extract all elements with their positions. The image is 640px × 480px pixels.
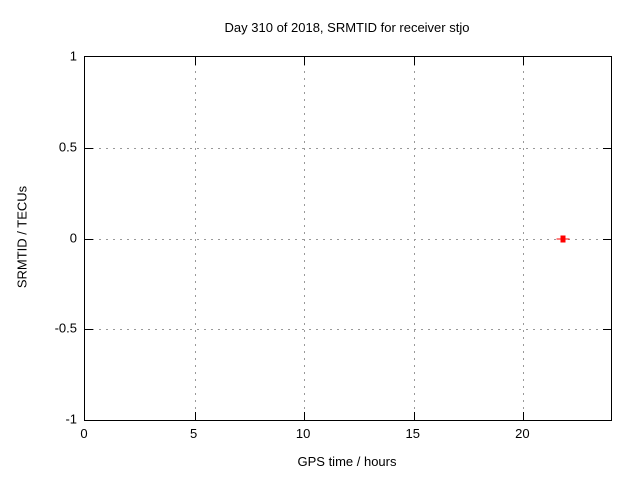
- tick-mark-right: [603, 147, 611, 149]
- tick-mark-bottom: [523, 412, 525, 420]
- tick-mark-left: [85, 329, 93, 331]
- x-tick-label: 20: [515, 426, 530, 441]
- tick-mark-top: [523, 57, 525, 65]
- tick-mark-bottom: [413, 412, 415, 420]
- x-tick-label: 0: [80, 426, 88, 441]
- point-square: [560, 235, 566, 242]
- x-tick-label: 5: [189, 426, 198, 441]
- y-axis-label: SRMTID / TECUs: [14, 185, 30, 289]
- plot-area: [84, 56, 612, 421]
- y-tick-label: 0: [69, 230, 77, 245]
- chart-title: Day 310 of 2018, SRMTID for receiver stj…: [224, 20, 470, 35]
- tick-mark-bottom: [304, 412, 306, 420]
- gridline-horizontal: [85, 329, 611, 331]
- y-tick-label: -0.5: [54, 320, 77, 336]
- x-axis-label: GPS time / hours: [297, 454, 397, 469]
- tick-mark-right: [603, 238, 611, 240]
- x-tick-label: 15: [405, 426, 420, 441]
- tick-mark-left: [85, 238, 93, 240]
- tick-mark-top: [304, 57, 306, 65]
- y-tick-label: 0.5: [58, 139, 77, 155]
- gridline-horizontal: [85, 238, 611, 240]
- tick-mark-bottom: [194, 412, 196, 420]
- y-tick-label: -1: [65, 411, 77, 427]
- data-point-marker: [556, 235, 570, 242]
- tick-mark-top: [413, 57, 415, 65]
- gridline-horizontal: [85, 147, 611, 149]
- tick-mark-top: [194, 57, 196, 65]
- y-tick-label: 1: [69, 48, 77, 64]
- tick-mark-left: [85, 147, 93, 149]
- x-tick-label: 10: [295, 426, 311, 441]
- tick-mark-right: [603, 329, 611, 331]
